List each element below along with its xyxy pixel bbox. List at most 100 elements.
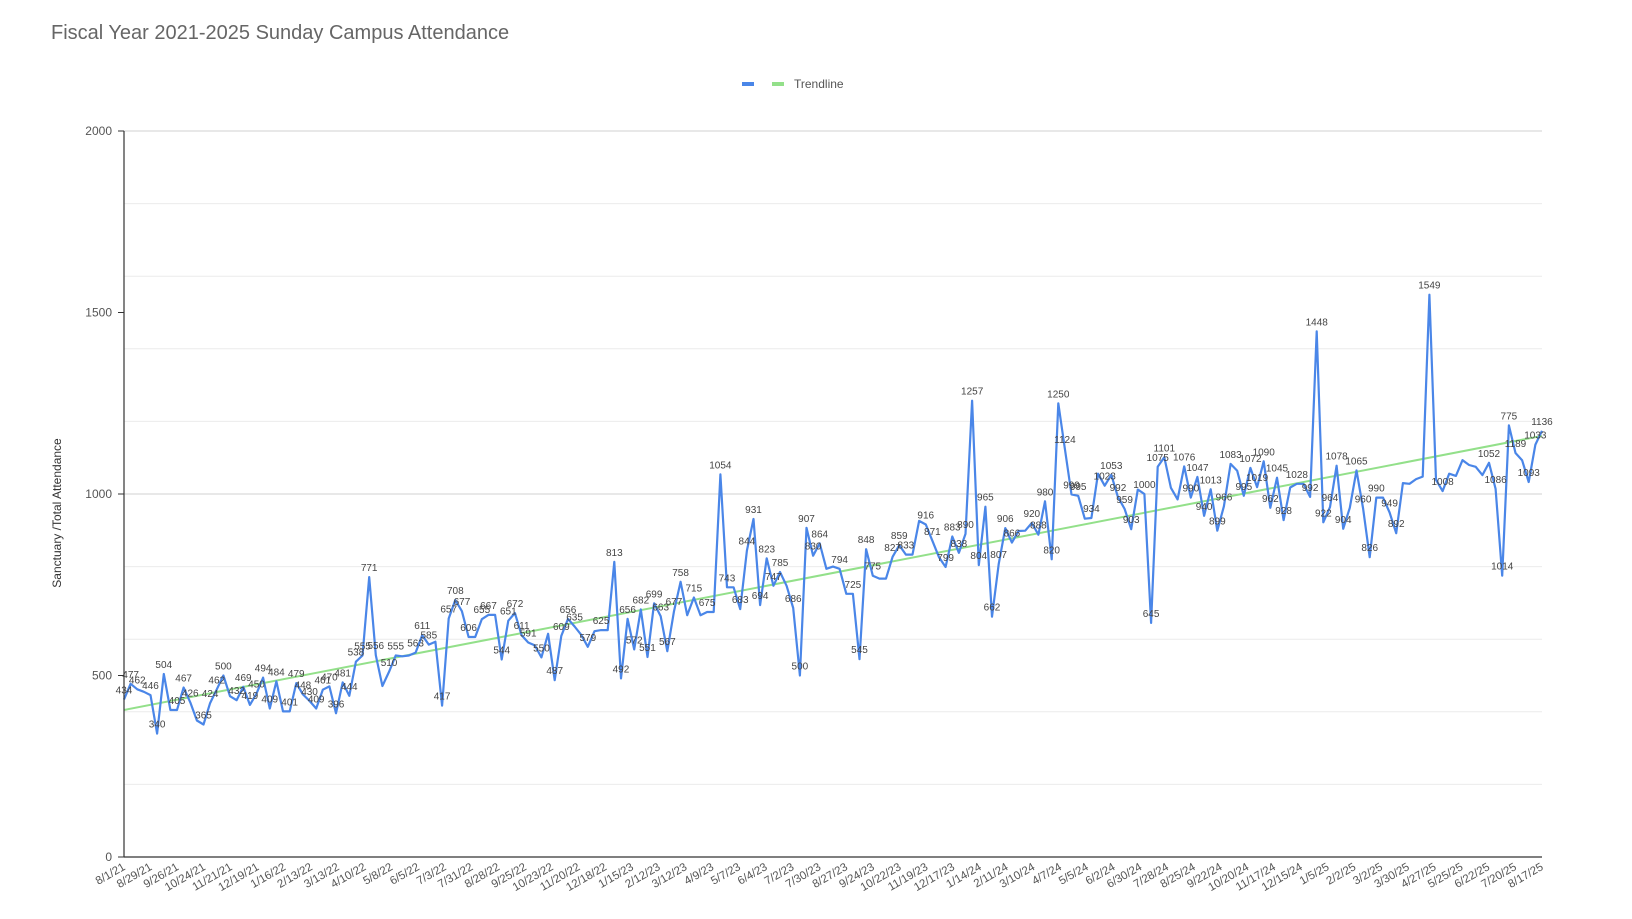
data-label: 1101 — [1154, 443, 1176, 454]
chart-title: Fiscal Year 2021-2025 Sunday Campus Atte… — [51, 22, 510, 44]
data-label: 785 — [772, 558, 789, 569]
x-tick-label: 5/5/24 — [1057, 861, 1091, 888]
data-label: 675 — [699, 598, 716, 609]
data-label: 470 — [321, 672, 338, 683]
data-label: 1189 — [1505, 439, 1527, 450]
data-label: 1033 — [1524, 431, 1547, 442]
data-label: 725 — [845, 580, 862, 591]
data-label: 1174 — [1538, 0, 1560, 3]
data-label: 409 — [308, 695, 325, 706]
data-label: 966 — [1216, 492, 1233, 503]
data-label: 667 — [480, 601, 497, 612]
data-label: 1008 — [1431, 477, 1454, 488]
data-label: 430 — [301, 687, 318, 698]
data-label: 931 — [745, 505, 762, 516]
data-label: 663 — [652, 602, 669, 613]
x-tick-label: 4/9/23 — [682, 861, 716, 887]
data-label: 890 — [957, 520, 974, 531]
data-label: 1549 — [1418, 281, 1441, 292]
data-label: 940 — [1196, 502, 1213, 513]
data-label: 928 — [1275, 506, 1292, 517]
legend: Trendline — [742, 77, 844, 91]
data-label: 920 — [1023, 509, 1040, 520]
data-label: 579 — [579, 633, 596, 644]
data-label: 883 — [944, 522, 961, 533]
data-label: 544 — [493, 646, 510, 657]
data-label: 556 — [367, 641, 384, 652]
data-label: 1093 — [1518, 468, 1541, 479]
data-label: 448 — [295, 680, 312, 691]
data-labels: 4344774624463405044054674263654244625004… — [116, 0, 1560, 731]
data-label: 487 — [546, 666, 563, 677]
data-label: 1086 — [1484, 475, 1507, 486]
data-label: 1257 — [961, 387, 984, 398]
data-label: 771 — [361, 563, 378, 574]
data-label: 827 — [884, 543, 901, 554]
legend-label-trendline: Trendline — [794, 77, 844, 91]
data-label: 469 — [235, 673, 252, 684]
data-label: 903 — [1123, 515, 1140, 526]
data-label: 591 — [520, 628, 537, 639]
data-label: 990 — [1182, 484, 1199, 495]
data-label: 567 — [659, 637, 676, 648]
y-tick-label: 1500 — [85, 306, 112, 320]
data-label: 799 — [937, 553, 954, 564]
data-label: 424 — [202, 689, 219, 700]
data-label: 405 — [169, 696, 186, 707]
trendline — [123, 434, 1543, 711]
data-label: 609 — [553, 622, 570, 633]
data-label: 1072 — [1239, 454, 1262, 465]
data-label: 1013 — [1200, 475, 1223, 486]
data-label: 656 — [619, 605, 636, 616]
data-label: 992 — [1110, 483, 1127, 494]
data-label: 662 — [984, 603, 1001, 614]
x-tick-label: 5/7/23 — [709, 861, 743, 887]
data-label: 446 — [142, 681, 159, 692]
data-label: 426 — [182, 688, 199, 699]
data-label: 538 — [348, 648, 365, 659]
x-tick-label: 6/4/23 — [736, 861, 770, 887]
y-tick-label: 2000 — [85, 124, 112, 138]
data-label: 1448 — [1306, 317, 1329, 328]
data-label: 1090 — [1253, 447, 1276, 458]
data-label: 1075 — [1147, 453, 1170, 464]
data-label: 492 — [613, 664, 630, 675]
data-label: 1045 — [1266, 464, 1289, 475]
data-label: 1023 — [1094, 472, 1117, 483]
data-label: 417 — [434, 692, 451, 703]
data-label: 477 — [122, 670, 139, 681]
y-axis-label: Sanctuary /Total Attendance — [50, 438, 64, 588]
data-label: 833 — [898, 541, 915, 552]
trendline-line — [123, 434, 1543, 711]
data-label: 962 — [1262, 494, 1279, 505]
data-label: 999 — [1063, 480, 1080, 491]
data-label: 1250 — [1047, 389, 1070, 400]
data-label: 992 — [1302, 483, 1319, 494]
data-label: 888 — [1030, 521, 1047, 532]
data-label: 747 — [765, 572, 782, 583]
series-line — [122, 293, 1543, 735]
data-label: 655 — [473, 605, 490, 616]
y-tick-label: 0 — [105, 850, 112, 864]
data-label: 550 — [533, 643, 550, 654]
data-label: 651 — [500, 607, 517, 618]
data-label: 1124 — [1054, 435, 1076, 446]
data-label: 481 — [334, 668, 351, 679]
data-label: 1019 — [1246, 473, 1269, 484]
data-label: 844 — [739, 537, 756, 548]
data-label: 611 — [514, 621, 530, 632]
data-label: 462 — [129, 675, 146, 686]
data-label: 934 — [1083, 504, 1100, 515]
data-label: 656 — [560, 605, 577, 616]
data-label: 682 — [632, 595, 649, 606]
legend-swatch-series — [742, 82, 754, 86]
data-label: 1065 — [1345, 456, 1368, 467]
data-label: 904 — [1335, 515, 1352, 526]
data-label: 871 — [924, 527, 941, 538]
data-label: 807 — [990, 550, 1007, 561]
data-label: 1076 — [1173, 452, 1196, 463]
data-label: 625 — [593, 616, 610, 627]
series-attendance-line — [122, 293, 1543, 735]
data-label: 1136 — [1531, 417, 1553, 428]
